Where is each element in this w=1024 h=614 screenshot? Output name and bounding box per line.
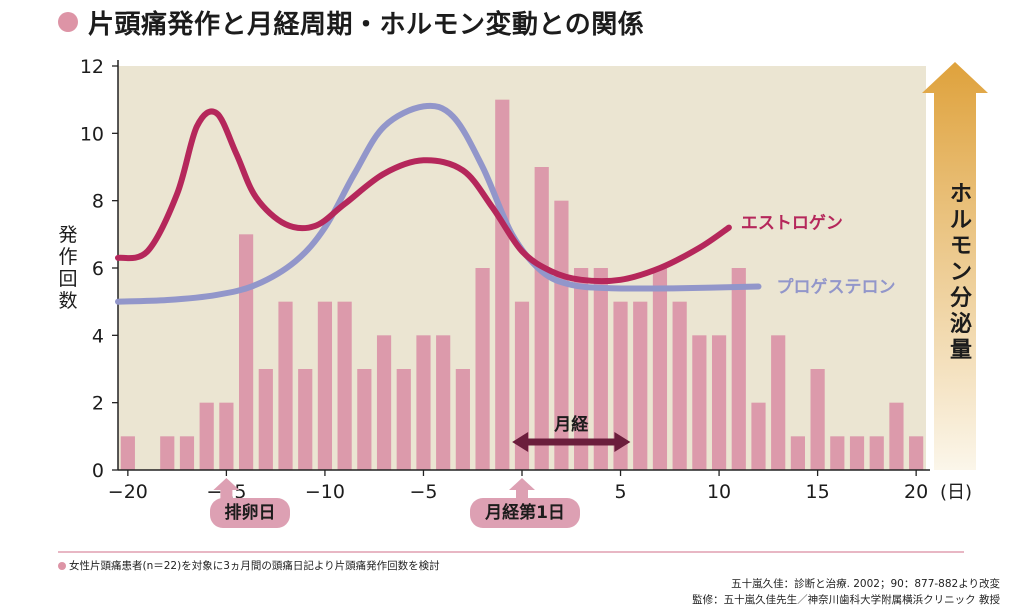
bar-day-5 [613,301,628,470]
bar-day-7 [652,268,668,470]
bar-day-14 [790,436,805,470]
menses-arrow-right-head [614,432,631,452]
x-axis-unit-label: (日) [940,482,972,503]
footer-divider [58,551,964,553]
chart-title: 片頭痛発作と月経周期・ホルモン変動との関係 [88,9,645,40]
bar-day-19 [889,402,904,470]
bar-day-1 [534,167,549,470]
bar-day-17 [849,436,865,470]
bar-day--13 [258,369,273,470]
title-bullet-icon [58,12,78,32]
y-tick-label-2: 2 [92,393,104,415]
bar-day-3 [574,268,589,470]
bar-day--3 [455,369,470,470]
menstruation-day1-badge: 月経第1日 [470,498,580,528]
progesterone-line [115,102,762,305]
bar-day--20 [120,436,135,470]
bar-day--10 [317,301,333,470]
y-axis-label: 発作回数 [58,224,78,312]
bar-day--2 [475,268,490,470]
y-tick-label-4: 4 [92,325,104,347]
bar-day--8 [357,369,372,470]
footnote-text: 女性片頭痛患者(n＝22)を対象に3ヵ月間の頭痛日記より片頭痛発作回数を検討 [69,560,440,572]
bar-day-13 [771,335,786,470]
estrogen-line [115,108,732,285]
x-tick-label--5: −5 [409,481,437,503]
bar-day--16 [199,402,214,470]
bar-day-8 [672,301,687,470]
hormone-axis-label: ホルモン分泌量 [949,182,972,363]
menses-arrow-left-head [512,432,529,452]
x-tick-label-15: 15 [806,481,830,503]
bar-day-16 [830,436,845,470]
y-tick-label-8: 8 [92,191,104,213]
bar-day--6 [396,369,411,470]
footnote-bullet-icon [58,561,66,570]
x-tick-label--20: −20 [108,481,148,503]
y-tick-label-0: 0 [92,460,104,482]
progesterone-label: プロゲステロン [776,277,895,298]
bar-day-15 [810,369,825,470]
bar-day--9 [337,301,352,470]
bar-day--4 [436,335,451,470]
hormone-arrow-icon [922,62,988,470]
bar-day-12 [751,402,766,470]
bar-day-11 [731,268,746,470]
menstruation-pointer-icon [509,478,535,499]
bar-day-10 [711,335,727,470]
x-tick-label-20: 20 [904,481,928,503]
x-tick-label-5: 5 [614,481,626,503]
bar-day--14 [239,234,254,470]
title-row: 片頭痛発作と月経周期・ホルモン変動との関係 [58,2,644,42]
bar-day--18 [160,436,175,470]
bar-day-4 [593,268,608,470]
y-tick-label-6: 6 [92,258,104,280]
footnote: 女性片頭痛患者(n＝22)を対象に3ヵ月間の頭痛日記より片頭痛発作回数を検討 [58,558,440,573]
ovulation-pointer-icon [213,478,240,499]
bar-day--11 [298,369,313,470]
bar-day--1 [495,99,510,471]
ovulation-badge: 排卵日 [210,498,290,528]
bar-day-18 [869,436,884,470]
y-tick-label-12: 12 [80,56,104,78]
bar-day-6 [633,301,648,470]
bar-day-2 [554,200,569,470]
estrogen-label: エストロゲン [741,213,843,234]
menses-label: 月経 [553,414,589,435]
x-tick-label-10: 10 [707,481,731,503]
x-tick-label--10: −10 [305,481,345,503]
supervisor-credit: 監修：五十嵐久佳先生／神奈川歯科大学附属横浜クリニック 教授 [692,594,1000,606]
bar-day--7 [376,335,392,470]
bar-day-0 [514,301,530,470]
bar-day--15 [219,402,234,470]
bar-day-9 [692,335,707,470]
y-tick-label-10: 10 [80,123,104,145]
bar-day--5 [416,335,431,470]
bar-day--12 [278,301,293,470]
bar-day--17 [179,436,195,470]
source-citation: 五十嵐久佳：診断と治療. 2002；90：877-882より改変 [731,578,1000,590]
bar-day-20 [909,436,924,470]
